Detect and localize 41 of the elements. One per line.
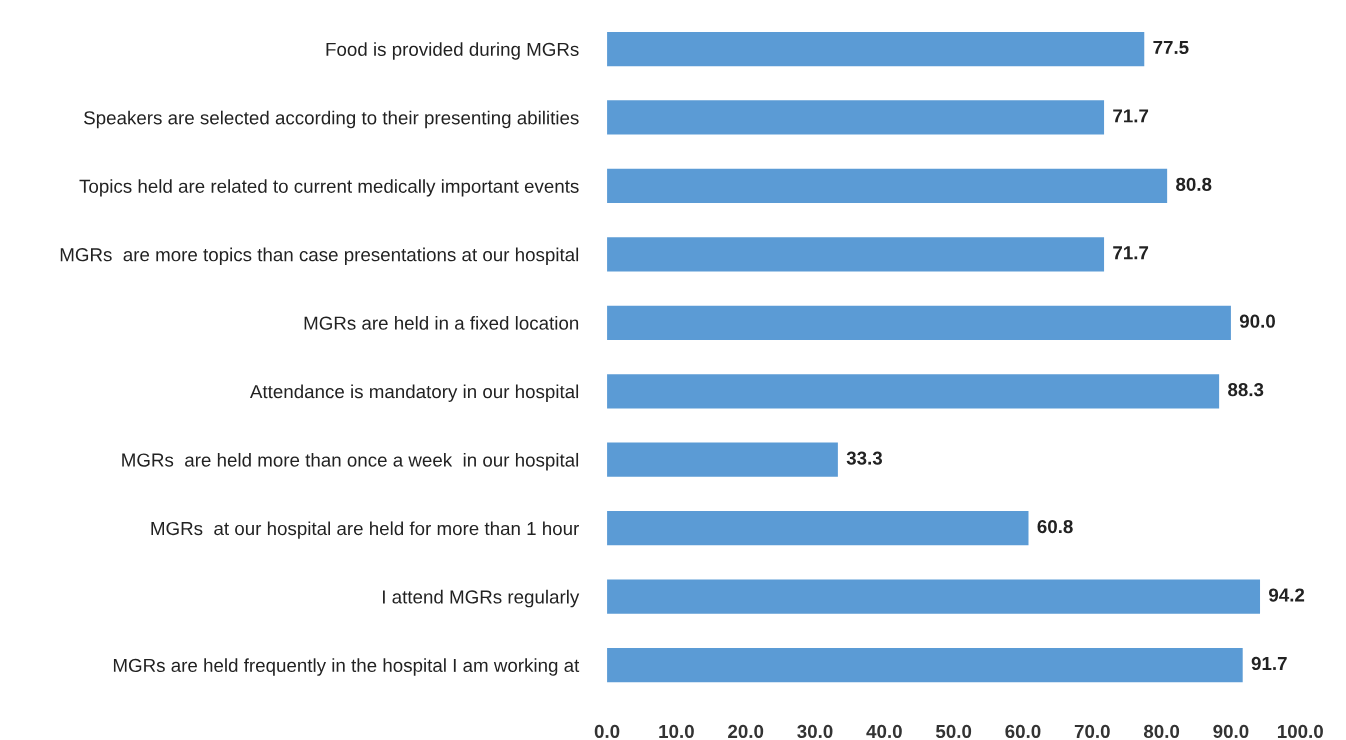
bar xyxy=(607,647,1243,683)
data-label: 80.8 xyxy=(1176,177,1212,191)
bar xyxy=(607,100,1105,135)
y-tick-label: MGRs at our hospital are held for more than 1 hour xyxy=(151,521,579,539)
bar xyxy=(607,511,1029,546)
data-label: 77.5 xyxy=(1153,40,1189,55)
x-tick-label: 70.0 xyxy=(1074,724,1110,739)
x-tick-label: 30.0 xyxy=(797,724,833,739)
bar xyxy=(607,237,1105,272)
y-tick-label: I attend MGRs regularly xyxy=(383,589,580,608)
data-label: 71.7 xyxy=(1113,246,1149,260)
y-tick-label: MGRs are held in a fixed location xyxy=(304,316,579,330)
data-label: 90.0 xyxy=(1239,314,1275,328)
x-tick-label: 0.0 xyxy=(594,724,620,739)
bar xyxy=(607,374,1220,409)
x-tick-label: 100.0 xyxy=(1277,724,1323,739)
bar xyxy=(607,168,1168,204)
data-label: 33.3 xyxy=(846,451,883,465)
bar xyxy=(607,442,838,477)
data-label: 91.7 xyxy=(1251,656,1287,671)
bar xyxy=(607,305,1231,340)
data-label: 71.7 xyxy=(1113,109,1149,123)
x-tick-label: 10.0 xyxy=(659,724,694,739)
data-label: 88.3 xyxy=(1228,383,1264,397)
x-tick-label: 40.0 xyxy=(866,724,902,739)
y-tick-label: MGRs are held frequently in the hospital I am working at xyxy=(113,658,580,676)
x-tick-label: 20.0 xyxy=(728,724,764,739)
x-tick-label: 60.0 xyxy=(1005,724,1041,739)
y-tick-label: Food is provided during MGRs xyxy=(326,42,579,60)
y-tick-label: Attendance is mandatory in our hospital xyxy=(249,384,579,402)
y-tick-label: MGRs are more topics than case presentations at our hospital xyxy=(60,247,579,266)
y-tick-label: Topics held are related to current medically important events xyxy=(79,179,579,197)
x-tick-label: 90.0 xyxy=(1213,724,1249,739)
data-label: 94.2 xyxy=(1269,588,1305,602)
data-label: 60.8 xyxy=(1037,519,1073,534)
y-tick-label: Speakers are selected according to their presenting abilities xyxy=(84,110,579,129)
x-tick-label: 50.0 xyxy=(935,724,972,739)
y-tick-label: MGRs are held more than once a week in our hospital xyxy=(122,452,579,471)
x-tick-label: 80.0 xyxy=(1143,724,1180,739)
bar xyxy=(607,31,1145,67)
bar xyxy=(607,579,1261,614)
